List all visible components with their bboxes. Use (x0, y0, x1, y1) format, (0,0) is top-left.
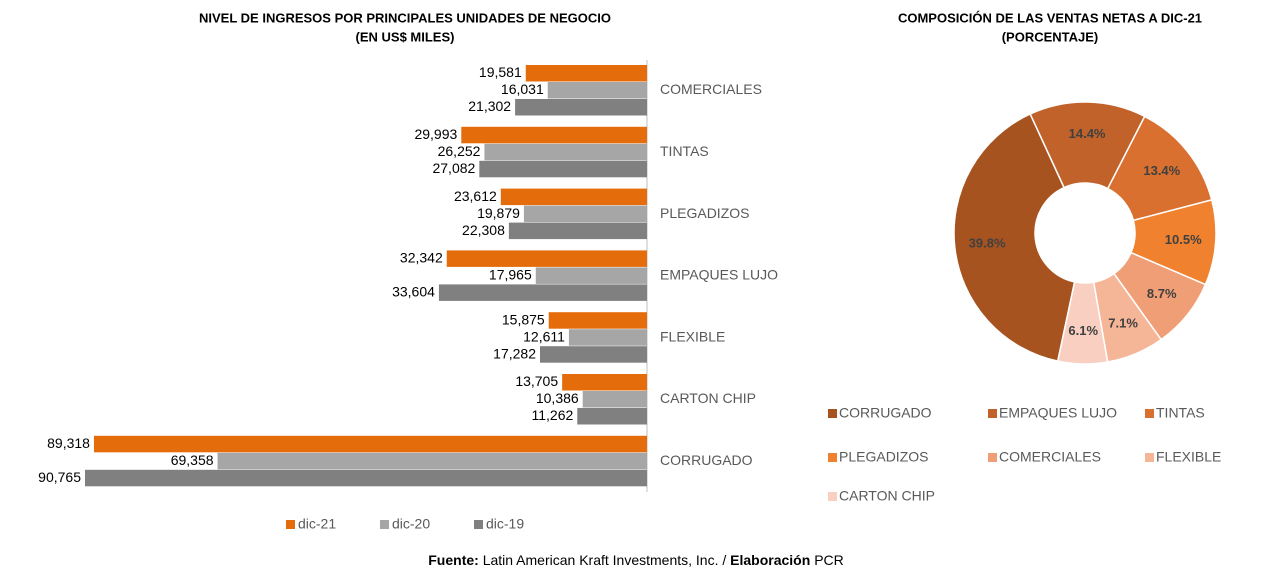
legend-marker (474, 520, 483, 529)
value-label: 29,993 (414, 126, 457, 142)
bar (85, 469, 647, 487)
legend-label: FLEXIBLE (1156, 449, 1221, 465)
category-label: FLEXIBLE (660, 328, 725, 344)
bar (535, 267, 647, 284)
value-label: 17,282 (493, 345, 536, 361)
chart-title: NIVEL DE INGRESOS POR PRINCIPALES UNIDAD… (199, 10, 611, 25)
bar (461, 126, 647, 144)
legend-marker (828, 492, 837, 501)
donut-slice (1056, 281, 1109, 365)
source: Latin American Kraft Investments, Inc. / (483, 552, 730, 568)
category-label: EMPAQUES LUJO (660, 267, 778, 283)
legend-label: dic-21 (298, 516, 336, 532)
bar (568, 329, 647, 346)
bar (515, 99, 647, 116)
legend-marker (988, 409, 997, 418)
bar (577, 408, 647, 425)
legend-label: TINTAS (1156, 405, 1205, 421)
legend-marker (380, 520, 389, 529)
bar (484, 143, 647, 161)
chart-title: COMPOSICIÓN DE LAS VENTAS NETAS A DIC-21 (898, 10, 1202, 25)
bar (508, 222, 647, 240)
value-label: 90,765 (38, 469, 81, 485)
slice-label: 6.1% (1068, 323, 1098, 338)
value-label: 13,705 (515, 373, 558, 389)
category-label: COMERCIALES (660, 81, 762, 97)
legend-label: dic-19 (486, 516, 524, 532)
value-label: 12,611 (523, 328, 565, 344)
chart-subtitle: (EN US$ MILES) (356, 29, 455, 44)
value-label: 19,879 (477, 205, 520, 221)
footer: Fuente: Latin American Kraft Investments… (428, 552, 844, 568)
value-label: 15,875 (502, 311, 545, 327)
slice-label: 10.5% (1165, 232, 1202, 247)
bar (523, 205, 647, 223)
slice-label: 8.7% (1147, 286, 1177, 301)
value-label: 33,604 (392, 284, 435, 300)
bar (217, 452, 647, 470)
value-label: 32,342 (400, 250, 443, 266)
legend-label: CARTON CHIP (839, 488, 935, 504)
value-label: 19,581 (479, 64, 522, 80)
slice-label: 14.4% (1069, 126, 1106, 141)
donut-slice (953, 113, 1076, 363)
legend-marker (988, 453, 997, 462)
bar (562, 374, 647, 391)
bar (93, 435, 648, 453)
legend-marker (1145, 409, 1154, 418)
value-label: 27,082 (432, 160, 475, 176)
bar (582, 391, 647, 408)
author-label: Elaboración (730, 552, 810, 568)
legend-label: COMERCIALES (999, 449, 1101, 465)
legend-marker (286, 520, 295, 529)
category-label: CORRUGADO (660, 452, 753, 468)
bar (547, 82, 647, 99)
donut-slice (1029, 101, 1146, 190)
legend-label: EMPAQUES LUJO (999, 405, 1117, 421)
slice-label: 7.1% (1108, 315, 1138, 330)
slice-label: 13.4% (1143, 163, 1180, 178)
bar (438, 284, 647, 301)
value-label: 10,386 (536, 390, 579, 406)
value-label: 16,031 (501, 81, 544, 97)
legend-marker (828, 453, 837, 462)
legend-label: CORRUGADO (839, 405, 932, 421)
author: PCR (814, 552, 844, 568)
source-label: Fuente: (428, 552, 479, 568)
value-label: 17,965 (489, 267, 532, 283)
value-label: 69,358 (171, 452, 214, 468)
category-label: CARTON CHIP (660, 390, 756, 406)
bar (479, 160, 647, 178)
chart-subtitle: (PORCENTAJE) (1002, 29, 1099, 44)
legend-marker (1145, 453, 1154, 462)
legend-label: dic-20 (392, 516, 430, 532)
category-label: PLEGADIZOS (660, 205, 749, 221)
value-label: 22,308 (462, 222, 505, 238)
bar (539, 346, 647, 363)
value-label: 26,252 (438, 143, 481, 159)
value-label: 89,318 (47, 435, 90, 451)
slice-label: 39.8% (969, 235, 1006, 250)
bar (446, 250, 647, 267)
legend-label: PLEGADIZOS (839, 449, 928, 465)
category-label: TINTAS (660, 143, 709, 159)
bar (525, 65, 647, 82)
bar (500, 188, 647, 206)
value-label: 23,612 (454, 188, 497, 204)
value-label: 11,262 (531, 407, 573, 423)
value-label: 21,302 (468, 98, 511, 114)
legend-marker (828, 409, 837, 418)
bar (548, 312, 647, 329)
